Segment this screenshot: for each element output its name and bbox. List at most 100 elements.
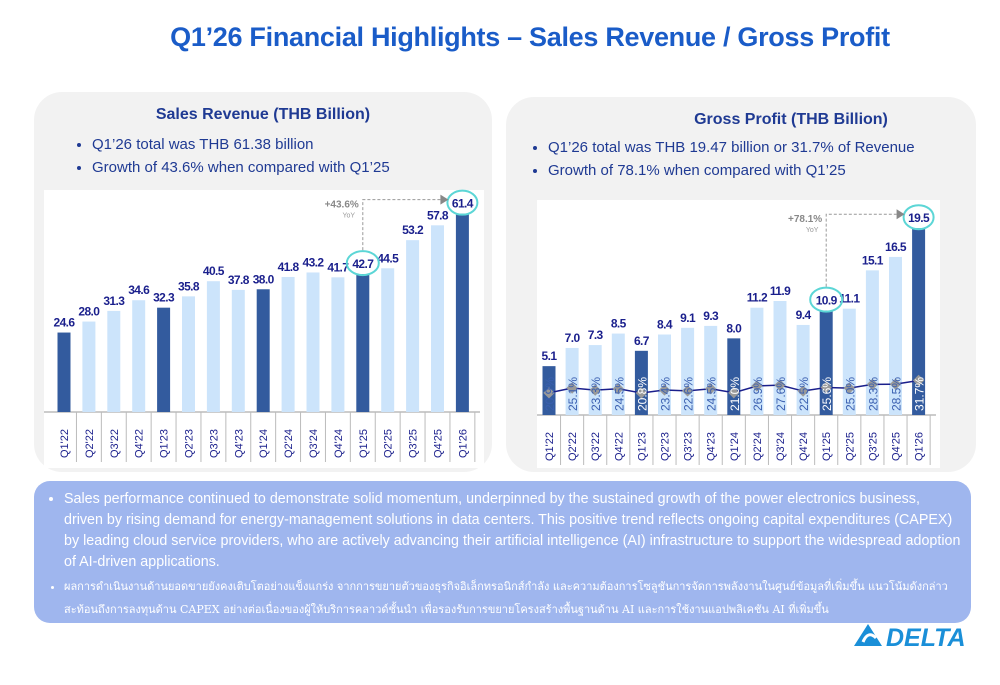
- margin-label: 25.0%: [843, 377, 857, 411]
- tick-label: Q2'23: [660, 432, 672, 461]
- data-label: 38.0: [253, 272, 275, 286]
- data-label: 42.7: [352, 257, 374, 271]
- margin-marker: [751, 380, 763, 392]
- margin-label: 24.5%: [612, 377, 626, 411]
- bar: [256, 289, 270, 412]
- margin-marker: [681, 385, 694, 397]
- bar: [634, 350, 648, 415]
- tick-label: Q3'24: [308, 429, 320, 458]
- margin-marker: [912, 374, 925, 387]
- margin-label: 26.9%: [751, 377, 765, 411]
- bar: [182, 296, 195, 412]
- tick-label: Q1'23: [159, 429, 171, 458]
- tick-label: Q4'24: [798, 432, 810, 461]
- margin-marker: [889, 378, 902, 390]
- bar: [306, 272, 320, 412]
- tick-label: Q4'23: [706, 432, 718, 461]
- data-label: 53.2: [402, 223, 424, 237]
- tick-label: Q1'26: [914, 432, 926, 461]
- bar: [588, 345, 602, 415]
- data-label: 32.3: [153, 291, 175, 305]
- data-label: 61.4: [452, 197, 474, 211]
- highlight-circle: [809, 286, 844, 313]
- tick-label: Q1'23: [636, 432, 648, 461]
- bullet: Q1’26 total was THB 19.47 billion or 31.…: [548, 139, 915, 156]
- margin-marker: [543, 387, 555, 399]
- tick-label: Q2'25: [383, 429, 395, 458]
- summary-english: Sales performance continued to demonstra…: [64, 489, 961, 573]
- tick-label: Q1'24: [729, 432, 741, 461]
- margin-marker: [566, 382, 578, 394]
- yoy-arrow-line: [362, 199, 441, 251]
- tick-label: Q3'22: [109, 429, 121, 458]
- data-label: 37.8: [228, 273, 250, 287]
- tick-label: Q2'22: [84, 429, 96, 458]
- bar: [206, 281, 220, 412]
- margin-marker: [705, 383, 717, 395]
- bar: [356, 274, 370, 412]
- bullet: Growth of 43.6% when compared with Q1’25: [92, 159, 390, 176]
- margin-label: 20.9%: [543, 377, 557, 411]
- data-label: 28.0: [78, 305, 100, 319]
- bar: [381, 268, 395, 412]
- margin-label: 23.4%: [659, 377, 673, 411]
- page-title: Q1’26 Financial Highlights – Sales Reven…: [170, 22, 890, 52]
- bar: [406, 240, 420, 412]
- bar: [231, 289, 245, 412]
- bullet: Growth of 78.1% when compared with Q1’25: [548, 162, 915, 179]
- yoy-annotation: +78.1%: [788, 214, 822, 225]
- bar: [455, 213, 469, 412]
- bar: [57, 332, 71, 412]
- data-label: 10.9: [816, 294, 838, 308]
- yoy-arrow-line: [825, 213, 897, 287]
- tick-label: Q4'25: [433, 429, 445, 458]
- bar: [82, 321, 96, 412]
- margin-label: 31.7%: [913, 377, 927, 411]
- data-label: 8.0: [726, 321, 742, 335]
- arrow-head-icon: [440, 194, 449, 205]
- yoy-sub: YoY: [806, 227, 819, 234]
- data-label: 40.5: [203, 264, 225, 278]
- margin-label: 24.5%: [705, 377, 719, 411]
- panel-title: Sales Revenue (THB Billion): [155, 106, 371, 123]
- data-label: 24.6: [54, 316, 76, 330]
- data-label: 11.1: [839, 292, 860, 306]
- panel-title: Gross Profit (THB Billion): [694, 111, 888, 128]
- tick-label: Q1'24: [258, 429, 270, 458]
- bar: [912, 228, 926, 415]
- margin-marker: [843, 382, 855, 394]
- data-label: 5.1: [542, 349, 558, 363]
- tick-label: Q3'23: [683, 432, 695, 461]
- tick-label: Q3'22: [590, 432, 602, 461]
- bar: [865, 270, 879, 415]
- data-label: 9.4: [796, 308, 812, 322]
- data-label: 44.5: [377, 251, 399, 265]
- data-label: 41.7: [327, 260, 349, 274]
- data-label: 11.2: [747, 291, 768, 305]
- data-label: 41.8: [278, 260, 300, 274]
- tick-label: Q4'23: [233, 429, 245, 458]
- tick-label: Q4'22: [134, 429, 146, 458]
- bar: [727, 338, 741, 415]
- bar: [889, 256, 902, 415]
- margin-label: 23.3%: [589, 377, 603, 411]
- bullet: Q1’26 total was THB 61.38 billion: [92, 136, 390, 153]
- data-label: 8.4: [657, 318, 673, 332]
- tick-label: Q3'24: [775, 432, 787, 461]
- bar: [132, 300, 146, 412]
- bar: [157, 307, 171, 412]
- data-label: 34.6: [128, 283, 150, 297]
- summary-thai: ผลการดำเนินงานด้านยอดขายยังคงเติบโตอย่าง…: [64, 575, 961, 621]
- data-label: 6.7: [634, 334, 650, 348]
- data-label: 31.3: [103, 294, 125, 308]
- yoy-sub: YoY: [343, 213, 356, 220]
- margin-label: 27.6%: [774, 377, 788, 411]
- margin-marker: [612, 383, 624, 395]
- bar: [611, 333, 625, 415]
- tick-label: Q2'25: [844, 432, 856, 461]
- tick-label: Q2'22: [567, 432, 579, 461]
- tick-label: Q3'23: [208, 429, 220, 458]
- margin-marker: [797, 385, 809, 397]
- bar: [281, 276, 295, 412]
